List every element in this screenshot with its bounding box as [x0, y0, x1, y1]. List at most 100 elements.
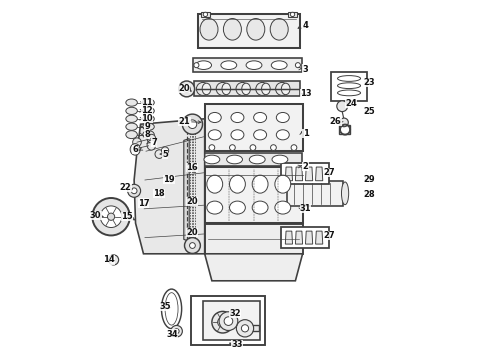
Ellipse shape: [271, 61, 287, 69]
Circle shape: [250, 145, 256, 150]
Ellipse shape: [229, 175, 245, 193]
Polygon shape: [295, 231, 303, 244]
Text: 12: 12: [141, 107, 153, 116]
Circle shape: [209, 145, 215, 150]
Circle shape: [219, 312, 238, 330]
Ellipse shape: [216, 82, 229, 95]
Ellipse shape: [126, 131, 137, 139]
Text: 35: 35: [159, 302, 171, 311]
Text: 9: 9: [144, 122, 150, 131]
Ellipse shape: [147, 140, 156, 150]
Circle shape: [127, 184, 141, 197]
Ellipse shape: [202, 83, 211, 95]
Circle shape: [182, 114, 202, 134]
Text: 27: 27: [324, 231, 336, 240]
Ellipse shape: [270, 18, 288, 40]
Polygon shape: [305, 167, 313, 181]
Bar: [194, 81, 300, 96]
Circle shape: [162, 147, 169, 154]
Polygon shape: [205, 254, 303, 281]
Bar: [191, 296, 265, 345]
Ellipse shape: [221, 61, 237, 69]
Ellipse shape: [143, 131, 154, 139]
Bar: [205, 224, 303, 254]
Ellipse shape: [242, 83, 250, 95]
Text: 28: 28: [364, 190, 375, 199]
Circle shape: [100, 206, 122, 228]
Ellipse shape: [229, 201, 245, 214]
Polygon shape: [316, 231, 323, 244]
Polygon shape: [305, 231, 313, 244]
Polygon shape: [295, 167, 303, 181]
Circle shape: [203, 12, 208, 17]
Circle shape: [236, 320, 254, 337]
Ellipse shape: [196, 61, 212, 69]
Text: 21: 21: [179, 117, 191, 126]
Bar: [205, 104, 303, 151]
Circle shape: [270, 145, 276, 150]
Text: 8: 8: [144, 130, 150, 139]
Text: 3: 3: [303, 65, 308, 74]
Text: 30: 30: [90, 211, 101, 220]
Circle shape: [109, 255, 119, 265]
Polygon shape: [184, 139, 189, 241]
Ellipse shape: [133, 138, 141, 147]
Ellipse shape: [222, 83, 231, 95]
Text: 20: 20: [186, 197, 197, 206]
Text: 25: 25: [363, 107, 375, 116]
Ellipse shape: [246, 61, 262, 69]
Circle shape: [185, 238, 200, 253]
Ellipse shape: [227, 155, 243, 164]
Bar: [202, 301, 260, 340]
Circle shape: [229, 145, 235, 150]
Text: 34: 34: [167, 330, 178, 338]
Bar: [201, 12, 210, 17]
Text: 5: 5: [162, 150, 168, 159]
Circle shape: [291, 12, 294, 17]
Ellipse shape: [143, 115, 154, 122]
Text: 33: 33: [231, 341, 243, 349]
Ellipse shape: [262, 83, 270, 95]
Circle shape: [107, 213, 115, 220]
Ellipse shape: [342, 182, 349, 205]
Text: 6: 6: [132, 145, 138, 154]
Ellipse shape: [231, 130, 244, 140]
Text: 29: 29: [364, 175, 375, 184]
Circle shape: [194, 63, 199, 68]
Bar: [331, 72, 367, 101]
Ellipse shape: [247, 18, 265, 40]
Text: 27: 27: [324, 168, 336, 177]
Ellipse shape: [254, 130, 267, 140]
Bar: [248, 325, 259, 331]
Ellipse shape: [208, 130, 221, 140]
Ellipse shape: [126, 115, 137, 122]
Circle shape: [212, 311, 233, 333]
Text: 13: 13: [300, 89, 311, 98]
Ellipse shape: [281, 83, 290, 95]
Circle shape: [171, 325, 182, 337]
Ellipse shape: [126, 123, 137, 130]
Text: 23: 23: [364, 78, 375, 87]
Bar: [193, 58, 301, 72]
Bar: [339, 125, 350, 134]
Circle shape: [218, 317, 228, 327]
Polygon shape: [285, 231, 293, 244]
Circle shape: [188, 120, 197, 129]
Bar: [202, 153, 302, 166]
Ellipse shape: [275, 175, 291, 193]
Ellipse shape: [252, 201, 268, 214]
Polygon shape: [134, 119, 205, 254]
Text: 4: 4: [302, 21, 308, 30]
Bar: [198, 14, 300, 48]
Bar: [288, 181, 343, 206]
Text: 22: 22: [120, 183, 131, 192]
Ellipse shape: [275, 201, 291, 214]
Polygon shape: [285, 167, 293, 181]
Circle shape: [224, 317, 233, 325]
Bar: [205, 167, 303, 223]
Bar: [288, 12, 297, 17]
Ellipse shape: [207, 201, 222, 214]
Ellipse shape: [223, 18, 242, 40]
Circle shape: [174, 329, 179, 334]
Circle shape: [190, 243, 196, 248]
